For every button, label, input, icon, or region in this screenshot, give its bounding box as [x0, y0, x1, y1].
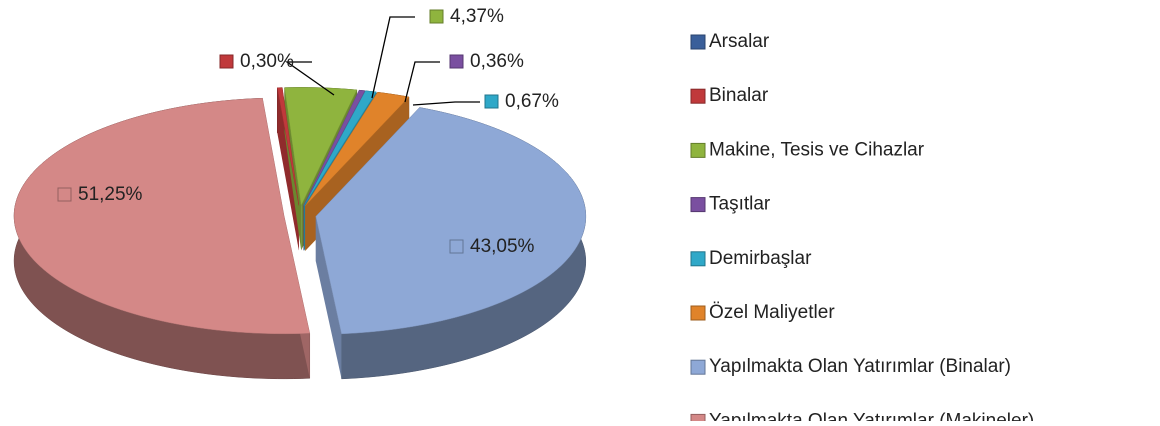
legend-label: Yapılmakta Olan Yatırımlar (Binalar)	[709, 356, 1011, 377]
slice	[303, 89, 366, 206]
legend-label: Özel Maliyetler	[709, 302, 835, 323]
label-marker	[484, 94, 499, 109]
legend-marker	[690, 305, 706, 321]
slice	[315, 107, 587, 335]
label-marker	[449, 54, 464, 69]
label-marker	[57, 187, 72, 202]
label-marker	[219, 54, 234, 69]
data-label: 51,25%	[78, 184, 143, 205]
legend-marker	[690, 197, 706, 213]
slice	[276, 87, 300, 206]
legend-label: Binalar	[709, 85, 769, 106]
leader-line	[284, 61, 335, 96]
legend-label: Yapılmakta Olan Yatırımlar (Makineler)	[709, 410, 1034, 421]
leader-line	[371, 16, 415, 99]
legend-marker	[690, 251, 706, 267]
data-label: 0,36%	[470, 51, 524, 72]
label-marker	[429, 9, 444, 24]
legend-label: Makine, Tesis ve Cihazlar	[709, 139, 925, 160]
slice-wall	[315, 216, 342, 379]
label-marker	[449, 239, 464, 254]
legend-label: Arsalar	[709, 31, 770, 52]
slice	[13, 97, 311, 335]
legend-marker	[690, 34, 706, 50]
data-label: 0,30%	[240, 51, 294, 72]
legend-marker	[690, 88, 706, 104]
legend-label: Taşıtlar	[709, 194, 771, 215]
legend-label: Demirbaşlar	[709, 248, 812, 269]
data-label: 0,67%	[505, 91, 559, 112]
data-label: 43,05%	[470, 236, 535, 257]
legend-marker	[690, 413, 706, 426]
legend-marker	[690, 142, 706, 158]
data-label: 4,37%	[450, 6, 504, 27]
slice	[305, 91, 410, 207]
legend-marker	[690, 359, 706, 375]
slice	[303, 90, 377, 206]
slice	[284, 87, 358, 207]
leader-line	[412, 101, 480, 106]
leader-line	[404, 61, 440, 103]
